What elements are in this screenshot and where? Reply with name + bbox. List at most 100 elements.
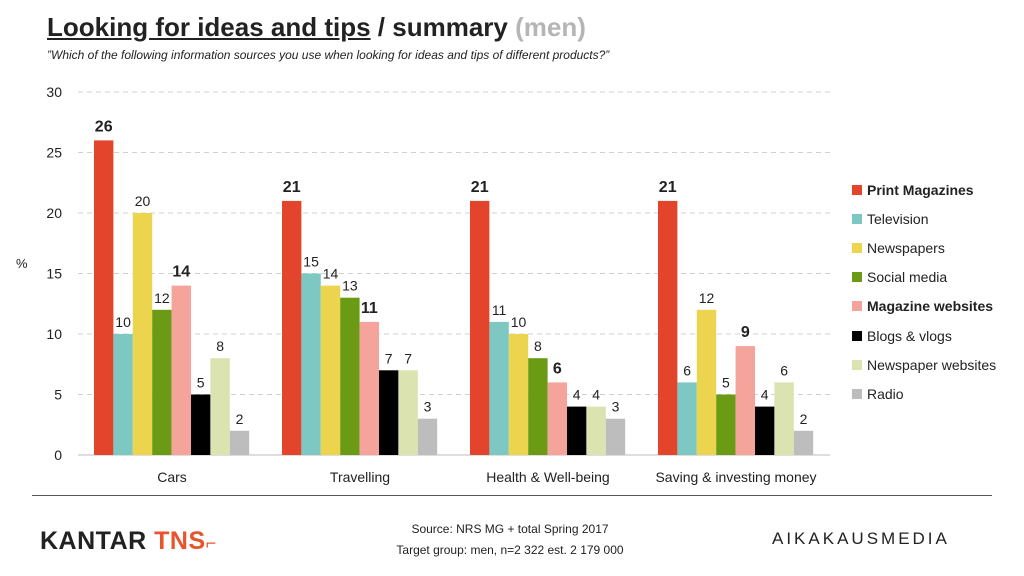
data-label: 6	[780, 362, 788, 378]
legend-item: Blogs & vlogs	[852, 321, 996, 350]
y-tick-label: 10	[46, 326, 62, 342]
bar	[210, 358, 230, 455]
legend-swatch	[852, 242, 862, 253]
source-note: Source: NRS MG + total Spring 2017 Targe…	[370, 519, 650, 561]
data-label: 9	[741, 324, 750, 341]
data-label: 7	[404, 350, 412, 366]
bar	[547, 382, 567, 455]
target-group-line: Target group: men, n=2 322 est. 2 179 00…	[396, 543, 624, 557]
bar	[735, 346, 755, 455]
x-category-label: Saving & investing money	[655, 469, 816, 485]
data-label: 21	[283, 179, 301, 196]
data-label: 6	[553, 360, 562, 377]
bar	[489, 321, 509, 455]
bar	[171, 285, 191, 455]
data-label: 13	[342, 278, 358, 294]
bar	[152, 309, 172, 455]
chart-legend: Print Magazines Television Newspapers Socia…	[852, 175, 996, 409]
bar	[359, 321, 379, 455]
legend-item: Print Magazines	[852, 175, 996, 204]
bar	[132, 213, 153, 455]
logo-mark-icon: ⌐	[205, 533, 217, 553]
bar	[774, 382, 794, 455]
data-label: 10	[115, 314, 131, 330]
bar	[417, 418, 438, 455]
legend-swatch	[852, 330, 862, 341]
data-label: 11	[492, 302, 507, 318]
legend-label: Print Magazines	[867, 181, 974, 198]
bar	[320, 285, 341, 455]
legend-label: Blogs & vlogs	[867, 327, 952, 344]
legend-item: Television	[852, 204, 996, 233]
source-line: Source: NRS MG + total Spring 2017	[411, 522, 609, 536]
legend-swatch	[852, 388, 862, 399]
data-label: 4	[592, 387, 600, 403]
data-label: 8	[534, 338, 542, 354]
legend-swatch	[852, 301, 862, 312]
data-label: 8	[216, 338, 224, 354]
legend-label: Television	[867, 210, 929, 227]
data-label: 26	[95, 118, 113, 135]
legend-label: Social media	[867, 269, 948, 286]
bar	[340, 297, 360, 455]
bar	[398, 370, 418, 455]
legend-label: Radio	[867, 385, 904, 402]
data-label: 10	[511, 314, 527, 330]
legend-swatch	[852, 213, 862, 224]
legend-item: Social media	[852, 263, 996, 292]
bar	[755, 406, 775, 455]
bar	[696, 309, 717, 455]
bar	[379, 370, 399, 455]
bar	[716, 394, 736, 455]
legend-swatch	[852, 359, 862, 370]
title-group: (men)	[515, 12, 586, 42]
data-label: 6	[683, 362, 691, 378]
question-subtitle: ”Which of the following information sour…	[47, 48, 610, 62]
bar	[282, 200, 302, 455]
legend-label: Newspapers	[867, 239, 945, 256]
x-category-label: Health & Well-being	[486, 469, 609, 485]
y-tick-label: 30	[46, 84, 62, 100]
data-label: 11	[361, 300, 378, 317]
data-label: 21	[659, 179, 677, 196]
x-category-label: Travelling	[330, 469, 390, 485]
bar	[677, 382, 697, 455]
y-tick-label: 0	[54, 447, 62, 463]
data-label: 5	[197, 375, 205, 391]
kantar-tns-logo: KANTAR TNS⌐	[40, 527, 217, 556]
data-label: 12	[154, 290, 170, 306]
legend-swatch	[852, 184, 862, 195]
bar	[191, 394, 211, 455]
x-category-label: Cars	[157, 469, 187, 485]
bar-chart: 051015202530%2610201214582Cars2115141311…	[16, 84, 830, 485]
data-label: 2	[800, 411, 808, 427]
bar	[793, 430, 814, 455]
data-label: 3	[612, 399, 620, 415]
legend-item: Newspaper websites	[852, 350, 996, 379]
data-label: 3	[424, 399, 432, 415]
aikakausmedia-logo: AIKAKAUSMEDIA	[772, 529, 950, 548]
legend-swatch	[852, 272, 862, 283]
y-tick-label: 25	[46, 145, 62, 161]
data-label: 12	[699, 290, 715, 306]
data-label: 14	[172, 264, 190, 281]
data-label: 4	[573, 387, 581, 403]
data-label: 21	[471, 179, 489, 196]
bar	[528, 358, 548, 455]
legend-label: Magazine websites	[867, 298, 994, 315]
bar	[94, 140, 114, 455]
page-title: Looking for ideas and tips / summary (me…	[47, 12, 586, 43]
legend-item: Radio	[852, 379, 996, 408]
logo-kantar: KANTAR	[40, 527, 155, 555]
legend-label: Newspaper websites	[867, 356, 997, 373]
bar	[229, 430, 250, 455]
bar	[113, 334, 133, 455]
bar	[605, 418, 626, 455]
logo-tns: TNS	[154, 527, 206, 555]
y-tick-label: 15	[46, 266, 62, 282]
data-label: 5	[722, 375, 730, 391]
bar	[508, 334, 529, 455]
bar	[567, 406, 587, 455]
data-label: 15	[303, 254, 319, 270]
data-label: 20	[135, 193, 151, 209]
